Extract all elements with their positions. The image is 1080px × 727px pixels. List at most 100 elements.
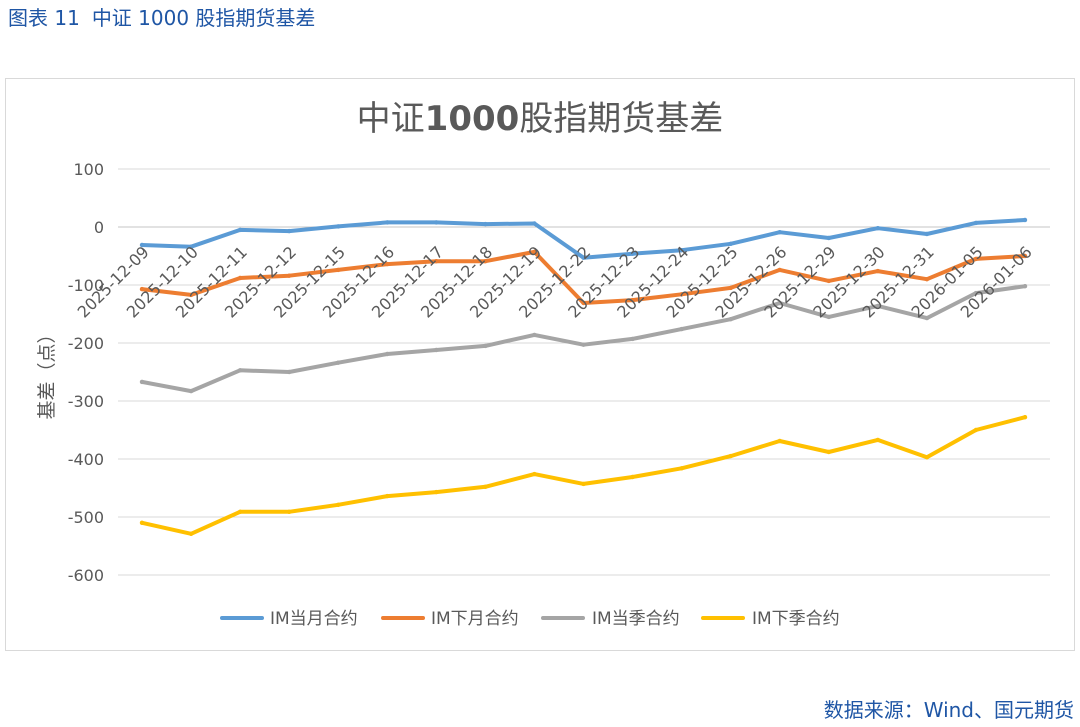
data-point [336,360,341,365]
data-point [924,455,930,460]
data-point [581,342,586,347]
data-point [679,292,684,297]
data-point [924,315,930,321]
data-point [287,369,292,375]
data-point [1022,217,1028,223]
data-point [336,267,341,273]
data-point [188,292,194,298]
legend-item: IM下季合约 [701,609,840,629]
data-point [434,347,439,353]
legend-label: IM当月合约 [270,609,358,629]
data-point [728,317,733,322]
data-point [287,273,292,278]
data-point [777,438,782,444]
y-tick-label: 0 [94,218,104,237]
data-point [777,267,782,273]
data-point [875,303,880,309]
data-point [924,277,930,282]
data-point [777,230,782,235]
data-point [483,343,488,349]
data-point [875,268,880,274]
figure-caption: 图表 11 中证 1000 股指期货基差 [8,6,315,30]
data-point [630,474,635,480]
y-tick-label: -400 [68,450,104,469]
data-point [483,259,488,264]
data-point [875,437,880,443]
figure-title: 中证 1000 股指期货基差 [91,6,316,30]
data-point [826,278,831,284]
y-tick-label: -600 [68,566,104,585]
gridlines [118,168,1050,576]
data-point [385,261,390,267]
figure-number: 图表 11 [8,6,80,30]
data-point [237,368,243,373]
data-point [385,493,390,499]
legend-label: IM下季合约 [752,609,840,629]
y-tick-label: -300 [68,392,104,411]
data-point [483,221,488,227]
data-point [434,259,439,264]
data-point [1022,253,1028,259]
data-point [728,285,733,291]
data-point [434,220,439,225]
data-point [139,286,145,292]
series-lines [139,217,1028,536]
legend-item: IM当月合约 [220,609,358,629]
data-point [237,509,243,514]
im-next-month-series [139,249,1028,306]
data-point [336,224,341,229]
y-axis-ticks: 100 0 -100 -200 -300 -400 -500 -600 [68,160,104,585]
data-point [385,351,390,357]
legend-item: IM当季合约 [541,609,680,629]
data-point [826,235,831,241]
data-point [826,449,831,455]
data-point [336,502,341,507]
legend-label: IM当季合约 [592,609,680,629]
data-point [139,520,145,525]
legend: IM当月合约 IM下月合约 IM当季合约 IM下季合约 [220,609,840,629]
y-tick-label: -500 [68,508,104,527]
data-point [581,300,586,306]
data-point [973,290,979,296]
chart-title-segment: 中证 [357,99,425,139]
data-point [287,509,292,514]
chart-title: 中证1000股指期货基差 [357,99,724,139]
data-point [237,227,243,233]
data-point [188,244,194,249]
data-point [532,471,537,477]
data-point [679,248,684,253]
data-point [924,231,930,237]
data-point [777,300,782,306]
data-point [287,228,292,234]
data-source: 数据来源：Wind、国元期货 [823,698,1074,722]
chart-title-segment: 股指期货基差 [519,99,723,139]
data-point [532,221,537,226]
data-point [237,275,243,281]
data-point [728,241,733,246]
data-point [532,332,537,338]
data-point [581,481,586,487]
data-point [973,256,979,262]
data-point [188,388,194,394]
im-current-quarter-series [139,284,1028,394]
data-point [728,453,733,459]
data-point [434,489,439,495]
y-axis-label: 基差（点） [36,324,58,419]
chart-frame [5,78,1075,651]
data-point [581,255,586,260]
legend-label: IM下月合约 [431,609,519,629]
data-point [139,242,145,248]
data-point [630,297,635,303]
data-point [826,314,831,320]
data-point [483,484,488,489]
chart-title-segment: 1000 [425,99,520,139]
data-point [973,220,979,226]
data-point [679,326,684,332]
data-point [630,251,635,256]
y-tick-label: 100 [73,160,104,179]
y-tick-label: -200 [68,334,104,353]
data-point [679,466,684,471]
y-tick-label: -100 [68,276,104,295]
data-point [139,379,145,385]
